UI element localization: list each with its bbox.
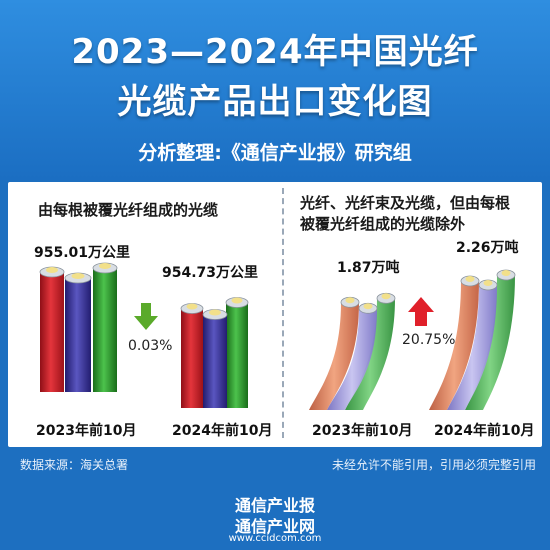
right-change-pct: 20.75% (402, 332, 456, 348)
right-cable-bar-2023 (309, 292, 396, 410)
panel-divider (282, 188, 284, 438)
left-cable-bar-2023 (39, 262, 118, 392)
left-cable-bar-2024 (180, 297, 249, 408)
right-chart-title-line2: 被覆光纤组成的光缆除外 (300, 215, 466, 233)
left-year-2023: 2023年前10月 (36, 423, 137, 439)
left-year-2024: 2024年前10月 (172, 423, 273, 439)
right-value-2023: 1.87万吨 (337, 260, 400, 276)
copyright-note: 未经允许不能引用，引用必须完整引用 (331, 458, 536, 472)
right-chart-title-line1: 光纤、光纤束及光缆，但由每根 (300, 194, 511, 212)
brand-line1: 通信产业报 (234, 496, 315, 515)
right-year-2023: 2023年前10月 (312, 423, 413, 439)
footer-bar: 数据来源：海关总署 未经允许不能引用，引用必须完整引用 (0, 456, 550, 476)
page-subtitle: 分析整理:《通信产业报》研究组 (138, 142, 412, 164)
brand-url: www.ccidcom.com (228, 533, 322, 544)
right-value-2024: 2.26万吨 (456, 240, 519, 256)
right-cable-bar-2024 (429, 269, 516, 410)
left-down-arrow (134, 303, 158, 330)
left-value-2023: 955.01万公里 (34, 245, 131, 261)
left-change-pct: 0.03% (128, 338, 173, 354)
brand-line2: 通信产业网 (234, 517, 315, 536)
data-source: 数据来源：海关总署 (20, 458, 129, 472)
page-title-line2: 光缆产品出口变化图 (117, 82, 433, 122)
right-up-arrow (408, 297, 434, 326)
header-banner (0, 0, 550, 180)
right-year-2024: 2024年前10月 (434, 423, 535, 439)
left-value-2024: 954.73万公里 (162, 265, 259, 281)
page-title-line1: 2023—2024年中国光纤 (71, 32, 479, 72)
left-chart-title: 由每根被覆光纤组成的光缆 (38, 201, 219, 219)
